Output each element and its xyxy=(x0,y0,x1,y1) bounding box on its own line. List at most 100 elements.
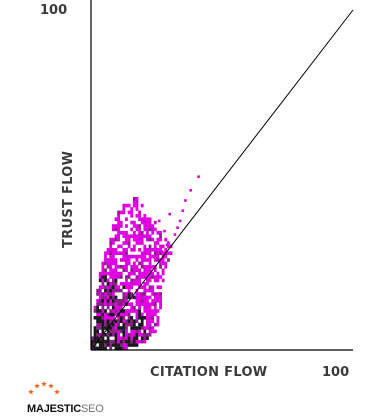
density-cell xyxy=(130,210,134,215)
density-cell xyxy=(143,339,147,344)
density-cell xyxy=(143,333,147,337)
density-cell xyxy=(146,322,149,327)
density-cell xyxy=(104,319,107,323)
density-cell xyxy=(104,302,107,306)
density-cell xyxy=(106,251,110,255)
density-cell xyxy=(117,275,121,279)
density-cell xyxy=(119,339,123,344)
density-cell xyxy=(138,309,141,313)
density-cell xyxy=(138,237,141,242)
density-cell xyxy=(93,346,97,351)
density-cell xyxy=(101,292,105,296)
density-cell xyxy=(153,329,157,334)
density-cell xyxy=(153,322,157,327)
density-cell xyxy=(101,271,105,276)
density-cell xyxy=(106,329,110,334)
density-cells xyxy=(91,197,173,351)
density-cell xyxy=(127,312,131,317)
density-cell xyxy=(106,322,110,327)
density-cell xyxy=(122,319,126,323)
density-cell xyxy=(125,319,128,323)
density-cell xyxy=(119,251,123,255)
density-cell xyxy=(96,288,100,293)
density-cell xyxy=(143,268,147,272)
density-cell xyxy=(109,343,113,347)
density-cell xyxy=(114,295,118,300)
density-cell xyxy=(132,278,136,283)
density-cell xyxy=(146,217,149,221)
density-cell xyxy=(140,241,144,245)
density-cell xyxy=(117,234,121,238)
density-cell xyxy=(151,302,155,306)
density-cell xyxy=(114,322,118,327)
density-cell xyxy=(125,234,128,238)
density-cell xyxy=(117,285,121,289)
density-cell xyxy=(93,326,97,330)
density-cell xyxy=(138,333,141,337)
density-cell xyxy=(132,319,136,323)
density-cell xyxy=(130,271,134,276)
density-cell xyxy=(114,268,118,272)
density-cell xyxy=(111,268,115,272)
density-cell xyxy=(146,288,149,293)
density-cell xyxy=(143,329,147,334)
density-cell xyxy=(117,224,121,228)
density-cell xyxy=(106,305,110,310)
density-cell xyxy=(135,254,139,259)
density-cell xyxy=(132,234,136,238)
density-cell xyxy=(119,265,123,269)
density-cell xyxy=(101,346,105,351)
density-cell xyxy=(127,261,131,266)
density-cell xyxy=(101,336,105,340)
density-cell xyxy=(122,309,126,313)
density-cell xyxy=(117,339,121,344)
density-cell xyxy=(143,265,147,269)
density-cell xyxy=(125,265,128,269)
density-cell xyxy=(153,258,157,262)
data-point xyxy=(173,233,177,236)
density-cell xyxy=(101,322,105,327)
density-cell xyxy=(122,268,126,272)
density-cell xyxy=(151,312,155,317)
data-point xyxy=(157,219,161,223)
density-cell xyxy=(148,295,152,300)
density-cell xyxy=(114,288,118,293)
density-cell xyxy=(156,285,160,289)
density-cell xyxy=(127,288,131,293)
density-cell xyxy=(104,339,107,344)
density-cell xyxy=(127,254,131,259)
density-cell xyxy=(119,220,123,225)
density-cell xyxy=(109,312,113,317)
density-cell xyxy=(130,343,134,347)
density-cell xyxy=(125,309,128,313)
density-cell xyxy=(109,237,113,242)
density-cell xyxy=(140,312,144,317)
density-cell xyxy=(98,319,102,323)
data-point xyxy=(178,219,182,223)
density-cell xyxy=(104,292,107,296)
density-cell xyxy=(109,244,113,249)
density-cell xyxy=(146,251,149,255)
svg-text:MAJESTICSEO: MAJESTICSEO xyxy=(27,403,104,415)
density-cell xyxy=(119,319,123,323)
density-cell xyxy=(122,343,126,347)
density-cell xyxy=(125,329,128,334)
density-cell xyxy=(159,251,162,255)
density-cell xyxy=(132,322,136,327)
density-cell xyxy=(138,339,141,344)
density-cell xyxy=(153,278,157,283)
density-cell xyxy=(98,339,102,344)
density-cell xyxy=(125,261,128,266)
density-cell xyxy=(122,316,126,320)
density-cell xyxy=(140,275,144,279)
density-cell xyxy=(159,248,162,252)
density-cell xyxy=(111,333,115,337)
density-cell xyxy=(98,299,102,303)
density-cell xyxy=(138,312,141,317)
density-cell xyxy=(135,275,139,279)
density-cell xyxy=(153,302,157,306)
density-cell xyxy=(114,271,118,276)
density-cell xyxy=(166,241,170,245)
density-cell xyxy=(140,326,144,330)
